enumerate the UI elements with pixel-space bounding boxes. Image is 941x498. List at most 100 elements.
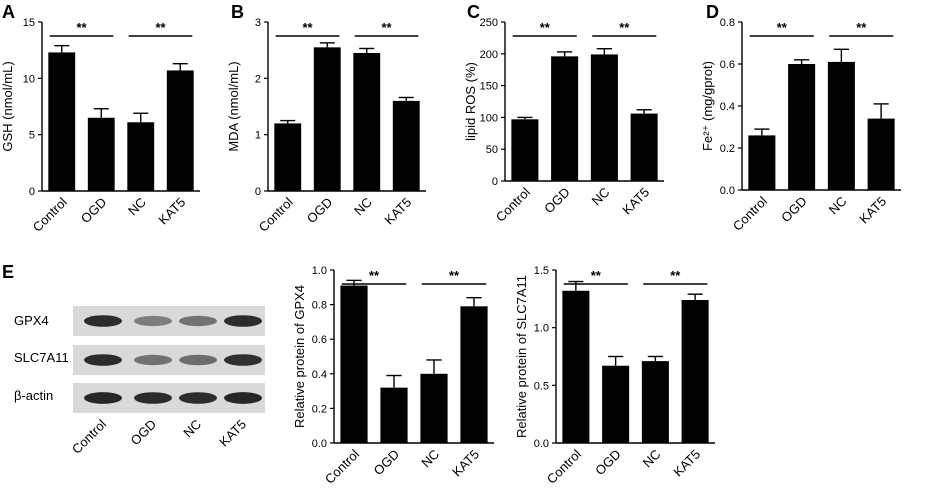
- y-tick-label: 0.8: [720, 17, 735, 29]
- blot-row-label-beta-actin: β-actin: [14, 388, 53, 403]
- bar-nc: [641, 361, 669, 443]
- blot-band: [224, 392, 262, 404]
- bar-kat5: [630, 113, 658, 181]
- bar-nc: [590, 54, 618, 181]
- y-tick-label: 1: [255, 130, 261, 142]
- category-label: Control: [544, 446, 584, 486]
- category-label: Control: [493, 184, 533, 224]
- y-tick-label: 150: [480, 81, 498, 93]
- y-tick-label: 3: [255, 17, 261, 29]
- y-tick-label: 10: [23, 73, 35, 85]
- y-axis-label: Relative protein of SLC7A11: [514, 275, 529, 438]
- category-label: OGD: [541, 185, 573, 217]
- blot-row-label-slc7a11: SLC7A11: [14, 350, 69, 365]
- y-tick-label: 50: [486, 144, 498, 156]
- chart-b: 0 1 2 3 MDA (nmol/mL) Control OGD NC KAT5 ** **: [226, 17, 426, 235]
- bar-ogd: [313, 47, 341, 191]
- significance-label: **: [540, 20, 551, 35]
- significance-label: **: [369, 268, 380, 283]
- significance-label: **: [670, 268, 681, 283]
- significance-label: **: [76, 20, 87, 35]
- blot-band: [84, 315, 122, 327]
- blot-band: [134, 354, 172, 366]
- y-tick-label: 0.6: [312, 334, 327, 346]
- bar-kat5: [460, 306, 488, 443]
- blot-band: [84, 354, 122, 366]
- bar-nc: [827, 61, 855, 191]
- blot-lane-label: NC: [180, 417, 204, 441]
- category-label: OGD: [592, 447, 624, 479]
- y-tick-label: 0.8: [312, 300, 327, 312]
- y-tick-label: 0.2: [312, 403, 327, 415]
- y-tick-label: 1.0: [534, 323, 549, 335]
- bar-ogd: [551, 56, 579, 181]
- blot-lane-label: KAT5: [216, 417, 249, 450]
- bar-control: [562, 290, 590, 443]
- category-label: KAT5: [856, 194, 889, 227]
- bar-ogd: [87, 117, 115, 191]
- bar-ogd: [602, 365, 630, 443]
- bar-ogd: [380, 387, 408, 443]
- bar-ogd: [788, 64, 816, 190]
- y-tick-label: 0.6: [720, 59, 735, 71]
- y-tick-label: 0.0: [720, 185, 735, 197]
- bar-nc: [353, 52, 381, 191]
- category-label: Control: [730, 193, 770, 233]
- y-tick-label: 15: [23, 17, 35, 29]
- panel-letter-d: D: [706, 2, 719, 22]
- category-label: KAT5: [619, 185, 652, 218]
- y-tick-label: 5: [29, 130, 35, 142]
- category-label: OGD: [371, 447, 403, 479]
- bar-nc: [420, 373, 448, 443]
- y-tick-label: 100: [480, 112, 498, 124]
- significance-label: **: [619, 20, 630, 35]
- y-tick-label: 0.2: [720, 143, 735, 155]
- significance-label: **: [381, 20, 392, 35]
- blot-row-label-gpx4: GPX4: [14, 313, 49, 328]
- bar-kat5: [392, 100, 420, 191]
- chart-c: 0 50 100 150 200 250 lipid ROS (%) Control OGD NC…: [463, 17, 664, 225]
- panel-letter-a: A: [2, 2, 15, 22]
- significance-label: **: [591, 268, 602, 283]
- bar-kat5: [867, 118, 895, 190]
- bar-control: [274, 123, 302, 191]
- significance-label: **: [155, 20, 166, 35]
- category-label: NC: [125, 195, 149, 219]
- blot-band: [224, 354, 262, 366]
- blot-band: [134, 392, 172, 404]
- chart-e1: 0.0 0.2 0.4 0.6 0.8 1.0 Relative protein of GP…: [292, 265, 494, 487]
- category-label: NC: [351, 195, 375, 219]
- bar-nc: [127, 122, 155, 191]
- category-label: KAT5: [381, 195, 414, 228]
- chart-a: 0 5 10 15 GSH (nmol/mL) Control OGD NC KAT5 ** **: [0, 17, 200, 235]
- blot-band: [179, 315, 217, 327]
- chart-d: 0.0 0.2 0.4 0.6 0.8 Fe²⁺ (mg/gprot) Control OGD…: [700, 17, 901, 234]
- category-label: OGD: [78, 195, 110, 227]
- y-axis-label: Fe²⁺ (mg/gprot): [700, 61, 715, 151]
- y-tick-label: 0: [255, 186, 261, 198]
- category-label: OGD: [304, 195, 336, 227]
- y-tick-label: 250: [480, 17, 498, 29]
- y-tick-label: 1.0: [312, 265, 327, 277]
- y-axis-label: MDA (nmol/mL): [226, 61, 241, 151]
- blot-lane-label: Control: [69, 416, 109, 456]
- blot-band: [179, 354, 217, 366]
- y-tick-label: 0.4: [720, 101, 735, 113]
- y-axis-label: lipid ROS (%): [463, 62, 478, 141]
- y-tick-label: 200: [480, 49, 498, 61]
- significance-label: **: [777, 20, 788, 35]
- y-tick-label: 0.4: [312, 369, 327, 381]
- category-label: OGD: [778, 194, 810, 226]
- y-tick-label: 1.5: [534, 265, 549, 277]
- y-tick-label: 2: [255, 73, 261, 85]
- blot-lane-label: OGD: [128, 417, 160, 449]
- category-label: Control: [256, 194, 296, 234]
- bar-kat5: [166, 70, 194, 191]
- bar-kat5: [681, 299, 709, 443]
- y-tick-label: 0.5: [534, 380, 549, 392]
- blot-band: [179, 392, 217, 404]
- bar-control: [48, 52, 76, 191]
- significance-label: **: [449, 268, 460, 283]
- western-blot: GPX4 SLC7A11 β-actin Control OGD NC KAT5: [14, 306, 265, 457]
